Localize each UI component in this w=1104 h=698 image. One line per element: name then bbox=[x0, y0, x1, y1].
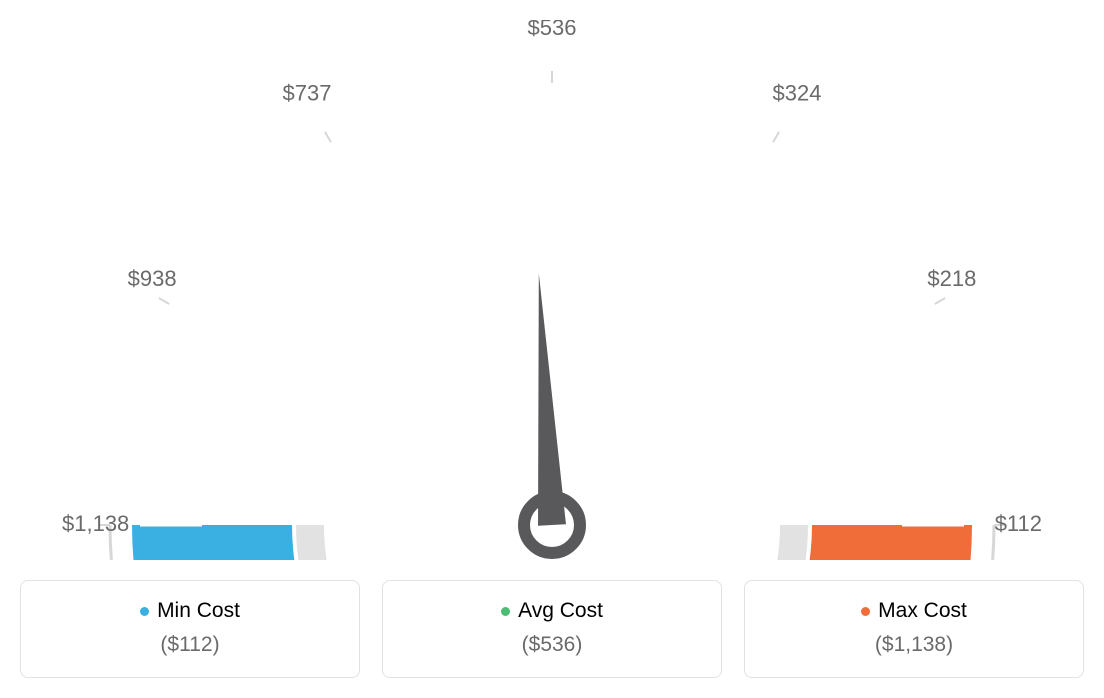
legend-dot-min bbox=[140, 607, 149, 616]
legend-title-max: Max Cost bbox=[861, 599, 967, 623]
legend-dot-avg bbox=[501, 607, 510, 616]
legend-row: Min Cost ($112) Avg Cost ($536) Max Cost… bbox=[20, 580, 1084, 678]
legend-card-min: Min Cost ($112) bbox=[20, 580, 360, 678]
gauge-area: $112 $218 $324 $536 $737 $938 $1,138 bbox=[20, 20, 1084, 560]
legend-label-min: Min Cost bbox=[157, 599, 240, 623]
svg-text:$218: $218 bbox=[927, 266, 976, 291]
legend-dot-max bbox=[861, 607, 870, 616]
svg-text:$737: $737 bbox=[283, 80, 332, 105]
cost-gauge-chart: $112 $218 $324 $536 $737 $938 $1,138 Min Cost … bbox=[20, 20, 1084, 678]
svg-text:$112: $112 bbox=[995, 511, 1042, 536]
gauge-svg: $112 $218 $324 $536 $737 $938 $1,138 bbox=[20, 20, 1084, 560]
legend-value-max: ($1,138) bbox=[757, 633, 1071, 657]
legend-value-avg: ($536) bbox=[395, 633, 709, 657]
legend-card-avg: Avg Cost ($536) bbox=[382, 580, 722, 678]
legend-card-max: Max Cost ($1,138) bbox=[744, 580, 1084, 678]
svg-text:$324: $324 bbox=[773, 80, 822, 105]
legend-title-min: Min Cost bbox=[140, 599, 240, 623]
svg-text:$536: $536 bbox=[528, 20, 577, 40]
legend-value-min: ($112) bbox=[33, 633, 347, 657]
legend-label-avg: Avg Cost bbox=[518, 599, 603, 623]
svg-text:$938: $938 bbox=[128, 266, 177, 291]
svg-text:$1,138: $1,138 bbox=[62, 511, 129, 536]
legend-title-avg: Avg Cost bbox=[501, 599, 603, 623]
legend-label-max: Max Cost bbox=[878, 599, 967, 623]
